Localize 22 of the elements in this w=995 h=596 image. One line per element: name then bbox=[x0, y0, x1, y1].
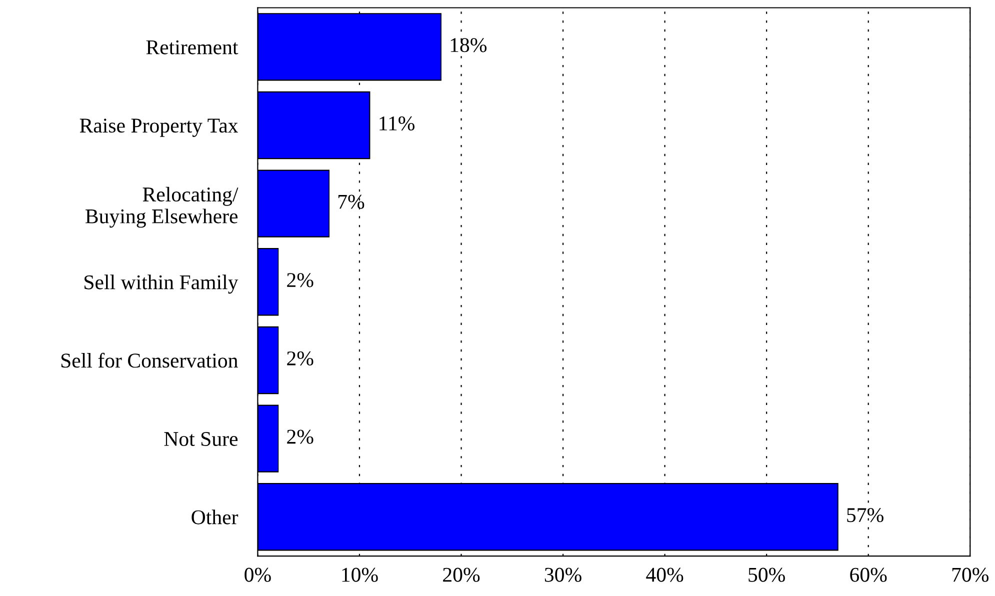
y-tick-label: Relocating/ Buying Elsewhere bbox=[86, 186, 238, 228]
x-tick-label: 60% bbox=[850, 568, 887, 582]
y-tick-label: Retirement bbox=[146, 40, 238, 54]
x-tick-label: 0% bbox=[244, 568, 271, 582]
data-label: 2% bbox=[287, 351, 314, 366]
data-label: 57% bbox=[847, 508, 884, 522]
data-label: 11% bbox=[380, 116, 414, 131]
y-tick-label: Sell within Family bbox=[84, 274, 238, 294]
y-tick-label: Other bbox=[192, 510, 238, 524]
data-label: 7% bbox=[338, 194, 364, 209]
data-label: 18% bbox=[450, 38, 487, 52]
x-tick-label: 20% bbox=[443, 568, 480, 582]
data-label: 2% bbox=[287, 273, 314, 288]
x-tick-label: 50% bbox=[748, 568, 785, 582]
y-tick-label: Sell for Conservation bbox=[61, 352, 238, 368]
data-label: 2% bbox=[287, 430, 314, 444]
y-tick-label: Not Sure bbox=[164, 432, 238, 446]
x-tick-label: 10% bbox=[342, 568, 378, 582]
y-tick-label: Raise Property Tax bbox=[80, 118, 238, 137]
x-tick-label: 30% bbox=[544, 568, 582, 582]
x-tick-label: 40% bbox=[646, 568, 684, 582]
x-tick-label: 70% bbox=[952, 568, 989, 582]
